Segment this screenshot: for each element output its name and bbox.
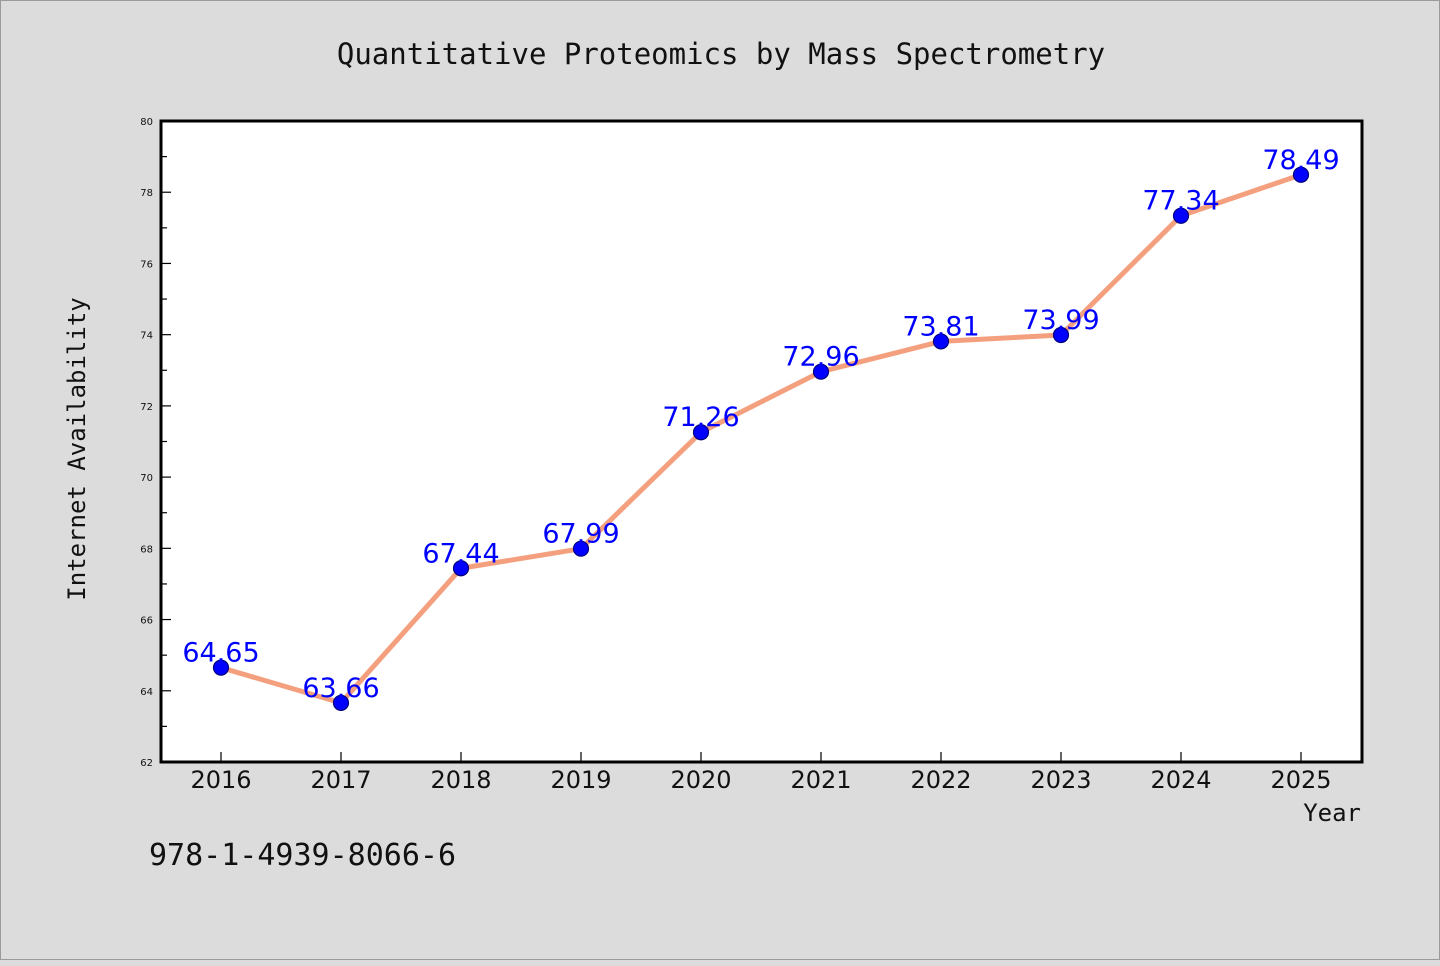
data-label: 63.66 (302, 673, 379, 704)
data-point (1292, 166, 1310, 183)
plot-area (159, 119, 1364, 764)
data-label: 67.44 (422, 538, 499, 569)
x-axis-label: Year (1303, 799, 1361, 827)
y-tick-label: 68 (140, 544, 153, 555)
y-tick-label: 64 (140, 687, 153, 698)
data-point (332, 694, 350, 711)
x-tick-label: 2020 (670, 766, 731, 794)
data-label: 78.49 (1262, 145, 1339, 176)
y-tick-label: 80 (140, 117, 153, 128)
data-label: 72.96 (782, 342, 859, 373)
x-tick-label: 2021 (790, 766, 851, 794)
data-label: 71.26 (662, 402, 739, 433)
chart-title: Quantitative Proteomics by Mass Spectrom… (337, 37, 1105, 71)
x-tick-label: 2025 (1270, 766, 1331, 794)
y-tick-label: 74 (140, 331, 153, 342)
data-labels: 64.65 63.66 67.44 67.99 71.26 72.96 73.81 73.99… (182, 145, 1339, 704)
data-label: 73.99 (1022, 305, 1099, 336)
data-point (932, 333, 950, 350)
x-tick-label: 2017 (310, 766, 371, 794)
data-point (812, 363, 830, 380)
y-tick-label: 66 (140, 616, 153, 627)
x-tick-label: 2018 (430, 766, 491, 794)
data-point (1052, 326, 1070, 344)
data-point (692, 424, 710, 441)
series-line (218, 172, 1304, 706)
y-tick-label: 62 (140, 758, 153, 769)
data-point (212, 659, 230, 676)
data-label: 77.34 (1142, 186, 1219, 217)
y-tick-label: 78 (140, 188, 153, 199)
y-tick-label: 70 (140, 473, 153, 484)
data-label: 73.81 (902, 311, 979, 342)
isbn-annotation: 978-1-4939-8066-6 (149, 838, 456, 873)
data-points (212, 166, 1310, 711)
data-label: 64.65 (182, 638, 259, 669)
y-tick-label: 72 (140, 402, 153, 413)
y-axis-label: Internet Availability (63, 297, 91, 600)
x-tick-label: 2023 (1030, 766, 1091, 794)
data-point (452, 560, 470, 577)
x-axis: 2016 2017 2018 2019 2020 2021 2022 2023 2024 2025 (190, 752, 1332, 794)
y-tick-label: 76 (140, 259, 153, 270)
x-tick-label: 2016 (190, 766, 251, 794)
data-point (572, 540, 590, 557)
x-tick-label: 2024 (1150, 766, 1211, 794)
data-point (1172, 207, 1190, 224)
x-tick-label: 2019 (550, 766, 611, 794)
y-axis: 62 64 66 68 70 72 74 76 78 80 (140, 117, 171, 769)
x-tick-label: 2022 (910, 766, 971, 794)
data-label: 67.99 (542, 519, 619, 550)
